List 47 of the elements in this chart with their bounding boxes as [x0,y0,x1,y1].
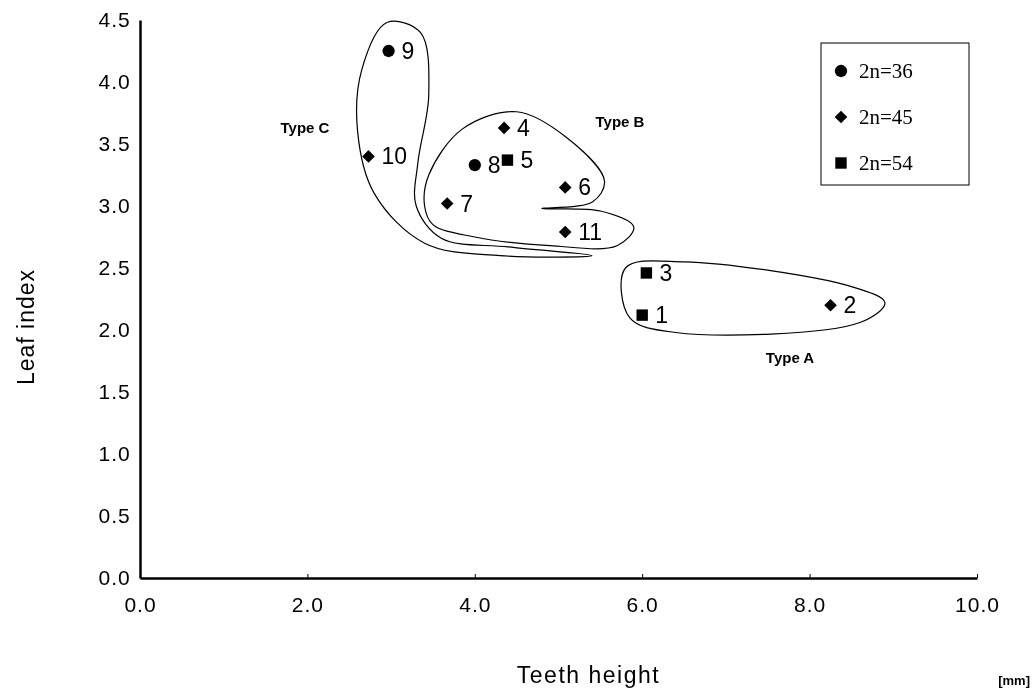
point [558,225,572,239]
point [468,158,481,172]
annotation: 11 [578,219,603,246]
y-axis-title: Leaf index [13,268,39,386]
point [640,267,653,279]
y-tick-label: 0.0 [98,566,131,590]
legend-label: 2n=36 [859,59,913,83]
point [362,150,375,163]
annotation: 8 [487,152,501,179]
y-tick-label: 3.0 [98,194,131,218]
x-tick-label: 8.0 [794,593,827,617]
y-tick-label: 1.5 [98,380,131,404]
annotation: Type B [595,113,645,130]
point [824,298,837,312]
point [501,154,514,166]
point [497,121,511,135]
annotation: 9 [401,38,415,64]
y-tick-label: 4.0 [98,70,131,94]
y-tick-label: 2.5 [98,256,131,280]
point [440,197,454,210]
point [558,181,572,194]
text: [mm] [998,673,1030,688]
annotation: 2 [843,292,857,319]
y-tick-label: 3.5 [98,132,131,156]
annotation: Type C [280,119,330,136]
annotation: 6 [578,174,591,201]
y-tick-label: 2.0 [98,318,131,342]
legend-label: 2n=54 [859,151,914,175]
y-tick-label: 1.0 [98,442,131,466]
annotation: 4 [517,114,531,141]
point [382,44,395,58]
point [636,309,648,321]
annotation: 10 [381,143,408,170]
annotation: 3 [659,259,673,286]
annotation: 7 [460,190,473,217]
legend-label: 2n=45 [859,105,913,129]
annotation: 1 [655,302,668,329]
x-tick-label: 6.0 [626,593,659,617]
x-axis-title: Teeth height [516,662,661,688]
y-tick-label: 0.5 [98,504,131,528]
x-tick-label: 10.0 [955,593,1000,617]
annotation: 5 [520,147,534,174]
x-tick-label: 2.0 [291,593,324,617]
x-tick-label: 0.0 [124,593,157,617]
y-tick-label: 4.5 [98,8,131,32]
annotation: Type A [765,349,815,366]
x-tick-label: 4.0 [459,593,492,617]
